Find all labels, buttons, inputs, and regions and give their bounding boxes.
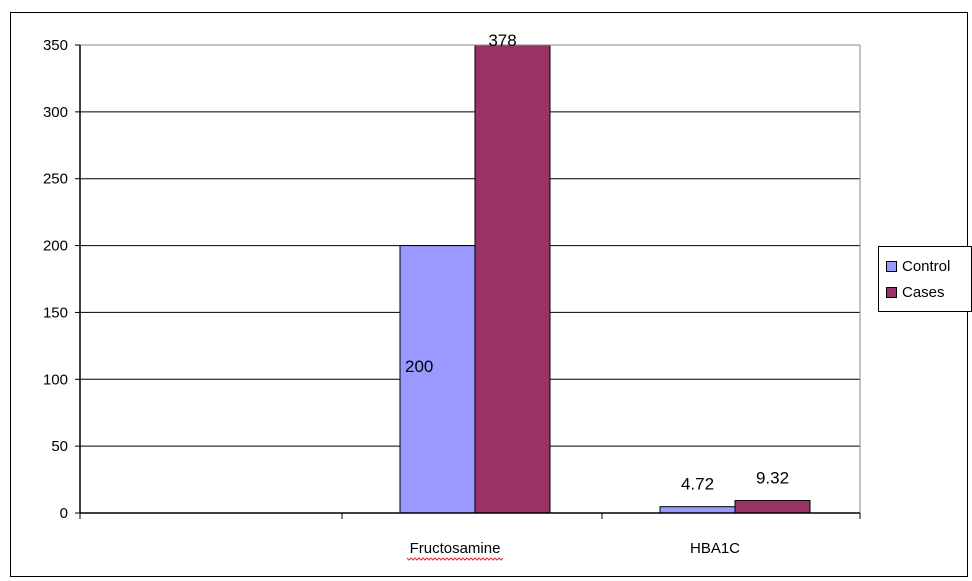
y-tick-label: 100 bbox=[43, 371, 68, 388]
legend-item-cases: Cases bbox=[886, 279, 971, 305]
labels: 0 50 100 150 200 250 300 350 200 378 Fructosamine 4… bbox=[43, 31, 789, 561]
x-tick-label: Fructosamine bbox=[410, 540, 501, 557]
data-label-control-fructosamine: 200 bbox=[405, 357, 433, 376]
bar-control-fructosamine bbox=[399, 245, 476, 514]
legend: Control Cases bbox=[878, 246, 972, 312]
y-tick-label: 250 bbox=[43, 171, 68, 188]
y-tick-label: 150 bbox=[43, 304, 68, 321]
data-label-control-hba1c: 4.72 bbox=[681, 475, 714, 494]
legend-swatch-control bbox=[886, 260, 897, 272]
bars bbox=[399, 44, 811, 514]
bar-cases-hba1c bbox=[734, 500, 811, 514]
y-tick-label: 0 bbox=[60, 505, 68, 522]
x-tick-label: HBA1C bbox=[690, 540, 740, 557]
spellcheck-underline bbox=[406, 557, 504, 561]
legend-label-control: Control bbox=[902, 257, 951, 275]
legend-label-cases: Cases bbox=[902, 283, 945, 301]
bar-cases-fructosamine bbox=[474, 44, 551, 514]
y-tick-label: 350 bbox=[43, 37, 68, 54]
y-tick-label: 200 bbox=[43, 238, 68, 255]
legend-swatch-cases bbox=[886, 286, 897, 298]
legend-item-control: Control bbox=[886, 253, 971, 279]
data-label-cases-fructosamine: 378 bbox=[488, 31, 516, 50]
axes bbox=[75, 44, 861, 519]
bar-control-hba1c bbox=[659, 506, 736, 514]
y-tick-label: 50 bbox=[51, 438, 68, 455]
y-tick-label: 300 bbox=[43, 104, 68, 121]
data-label-cases-hba1c: 9.32 bbox=[756, 469, 789, 488]
